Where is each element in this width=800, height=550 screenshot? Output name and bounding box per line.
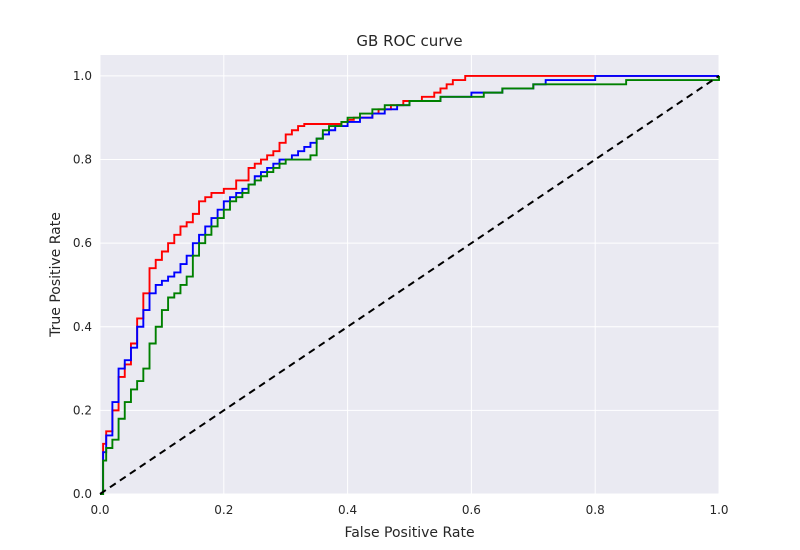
grid (99, 55, 720, 495)
roc-series-line-1 (100, 74, 719, 495)
x-tick-label: 0.4 (338, 503, 357, 517)
x-tick-label: 0.2 (214, 503, 233, 517)
chart-title: GB ROC curve (356, 32, 462, 50)
x-axis-ticks: 0.0 0.2 0.4 0.6 0.8 1.0 (90, 503, 728, 517)
y-tick-label: 0.0 (73, 487, 92, 501)
y-tick-label: 0.8 (73, 153, 92, 167)
x-axis-label: False Positive Rate (344, 525, 474, 541)
x-tick-label: 0.6 (462, 503, 481, 517)
roc-series-line-3 (100, 75, 720, 495)
x-tick-label: 0.0 (90, 503, 109, 517)
y-tick-label: 0.4 (73, 320, 92, 334)
x-tick-label: 0.8 (586, 503, 605, 517)
y-tick-label: 0.2 (73, 403, 92, 417)
y-axis-ticks: 0.0 0.2 0.4 0.6 0.8 1.0 (73, 69, 92, 501)
plot-background (100, 55, 719, 494)
y-axis-label: True Positive Rate (48, 212, 64, 338)
x-tick-label: 1.0 (709, 503, 728, 517)
y-tick-label: 0.6 (73, 236, 92, 250)
y-tick-label: 1.0 (73, 69, 92, 83)
chance-diagonal-line (99, 75, 720, 495)
series-group (99, 74, 720, 495)
